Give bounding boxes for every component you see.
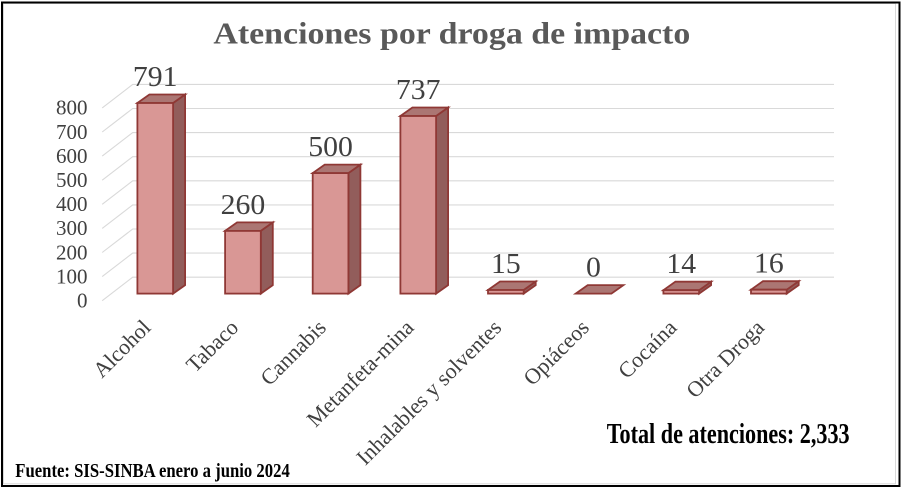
svg-text:100: 100 [56, 264, 88, 288]
svg-text:Fuente: SIS-SINBA enero a juni: Fuente: SIS-SINBA enero a junio 2024 [15, 460, 290, 482]
svg-text:400: 400 [56, 192, 88, 216]
svg-text:0: 0 [586, 253, 601, 284]
svg-text:14: 14 [666, 249, 696, 280]
svg-text:800: 800 [56, 96, 88, 120]
svg-text:737: 737 [396, 75, 441, 106]
svg-text:16: 16 [754, 249, 784, 280]
svg-text:0: 0 [77, 289, 88, 313]
svg-text:Total de atenciones: 2,333: Total de atenciones: 2,333 [607, 419, 850, 450]
svg-text:260: 260 [221, 190, 266, 221]
svg-text:700: 700 [56, 120, 88, 144]
svg-text:600: 600 [56, 144, 88, 168]
svg-text:15: 15 [491, 249, 521, 280]
svg-text:500: 500 [308, 132, 353, 163]
svg-text:791: 791 [133, 62, 178, 93]
svg-text:500: 500 [56, 168, 88, 192]
svg-text:Atenciones por droga de impact: Atenciones por droga de impacto [213, 16, 690, 51]
svg-text:200: 200 [56, 240, 88, 264]
svg-text:300: 300 [56, 216, 88, 240]
